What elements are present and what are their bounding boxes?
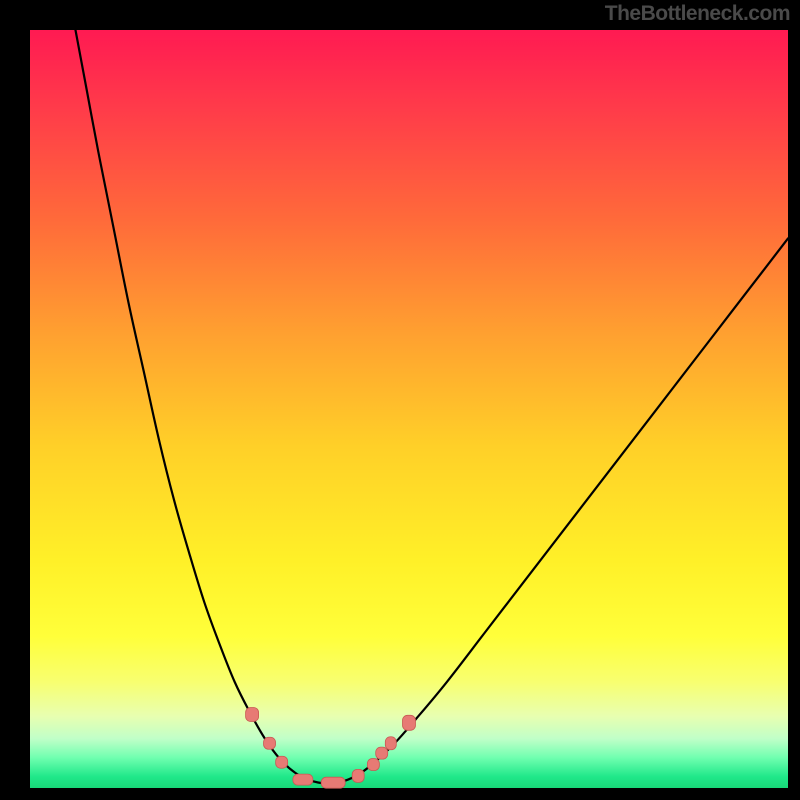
data-marker: [403, 715, 416, 730]
data-marker: [264, 737, 276, 749]
chart-frame: TheBottleneck.com: [0, 0, 800, 800]
data-marker: [352, 769, 364, 782]
data-marker: [367, 759, 379, 771]
watermark-text: TheBottleneck.com: [605, 2, 790, 26]
data-marker: [321, 777, 345, 788]
data-marker: [376, 747, 388, 759]
data-marker: [246, 707, 259, 721]
data-marker: [293, 774, 313, 785]
plot-background-gradient: [30, 30, 788, 788]
data-marker: [385, 737, 396, 750]
chart-svg: [0, 0, 800, 800]
data-marker: [276, 756, 288, 768]
